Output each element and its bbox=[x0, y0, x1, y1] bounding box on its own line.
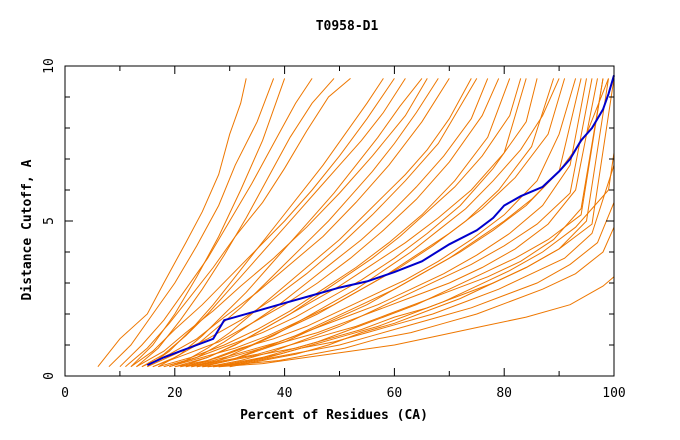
other-series-lines bbox=[97, 78, 615, 368]
series-line-4 bbox=[125, 78, 351, 368]
highlight-series-line bbox=[146, 75, 615, 367]
series-line-21 bbox=[218, 276, 615, 368]
series-line-18 bbox=[202, 165, 615, 368]
x-tick-label: 0 bbox=[61, 386, 69, 401]
x-tick-label: 100 bbox=[602, 386, 625, 401]
series-line-29 bbox=[218, 78, 604, 368]
series-line-30 bbox=[229, 78, 615, 368]
series-line-28 bbox=[207, 78, 593, 368]
series-line-31 bbox=[130, 78, 286, 368]
y-tick-label: 10 bbox=[42, 58, 57, 74]
x-tick-label: 60 bbox=[387, 386, 403, 401]
series-line-35 bbox=[169, 78, 489, 368]
series-line-19 bbox=[207, 202, 615, 368]
series-line-3 bbox=[119, 78, 313, 368]
series-line-8 bbox=[147, 78, 478, 368]
x-tick-label: 20 bbox=[167, 386, 183, 401]
series-line-1 bbox=[97, 78, 247, 368]
series-line-22 bbox=[141, 78, 406, 368]
series-line-5 bbox=[130, 78, 395, 368]
x-tick-label: 40 bbox=[277, 386, 293, 401]
x-axis-label: Percent of Residues (CA) bbox=[240, 408, 428, 423]
series-line-20 bbox=[213, 226, 615, 368]
series-line-33 bbox=[147, 78, 384, 368]
axis-ticks bbox=[64, 65, 615, 377]
plot-frame bbox=[64, 65, 615, 377]
y-axis-label: Distance Cutoff, A bbox=[20, 159, 35, 300]
y-tick-label: 0 bbox=[42, 372, 57, 380]
axis-tick-labels: 0 20 40 60 80 100 0 5 10 bbox=[42, 58, 626, 401]
series-line-26 bbox=[185, 78, 566, 368]
series-line-38 bbox=[202, 78, 609, 368]
chart-title: T0958-D1 bbox=[316, 19, 379, 34]
series-line-10 bbox=[158, 78, 511, 368]
series-line-37 bbox=[191, 78, 560, 368]
highlight-series-path bbox=[146, 75, 615, 367]
series-line-24 bbox=[163, 78, 472, 368]
series-line-36 bbox=[180, 78, 522, 368]
series-line-25 bbox=[174, 78, 527, 368]
series-line-39 bbox=[213, 152, 615, 368]
series-line-14 bbox=[180, 78, 587, 368]
series-line-11 bbox=[163, 78, 538, 368]
series-line-34 bbox=[158, 78, 423, 368]
series-line-23 bbox=[152, 78, 439, 368]
series-line-7 bbox=[141, 78, 450, 368]
series-line-2 bbox=[108, 78, 275, 368]
series-line-32 bbox=[136, 78, 335, 368]
y-tick-label: 5 bbox=[42, 217, 57, 225]
series-line-17 bbox=[196, 78, 609, 368]
series-line-6 bbox=[136, 78, 428, 368]
series-line-16 bbox=[191, 78, 604, 368]
x-tick-label: 80 bbox=[496, 386, 512, 401]
